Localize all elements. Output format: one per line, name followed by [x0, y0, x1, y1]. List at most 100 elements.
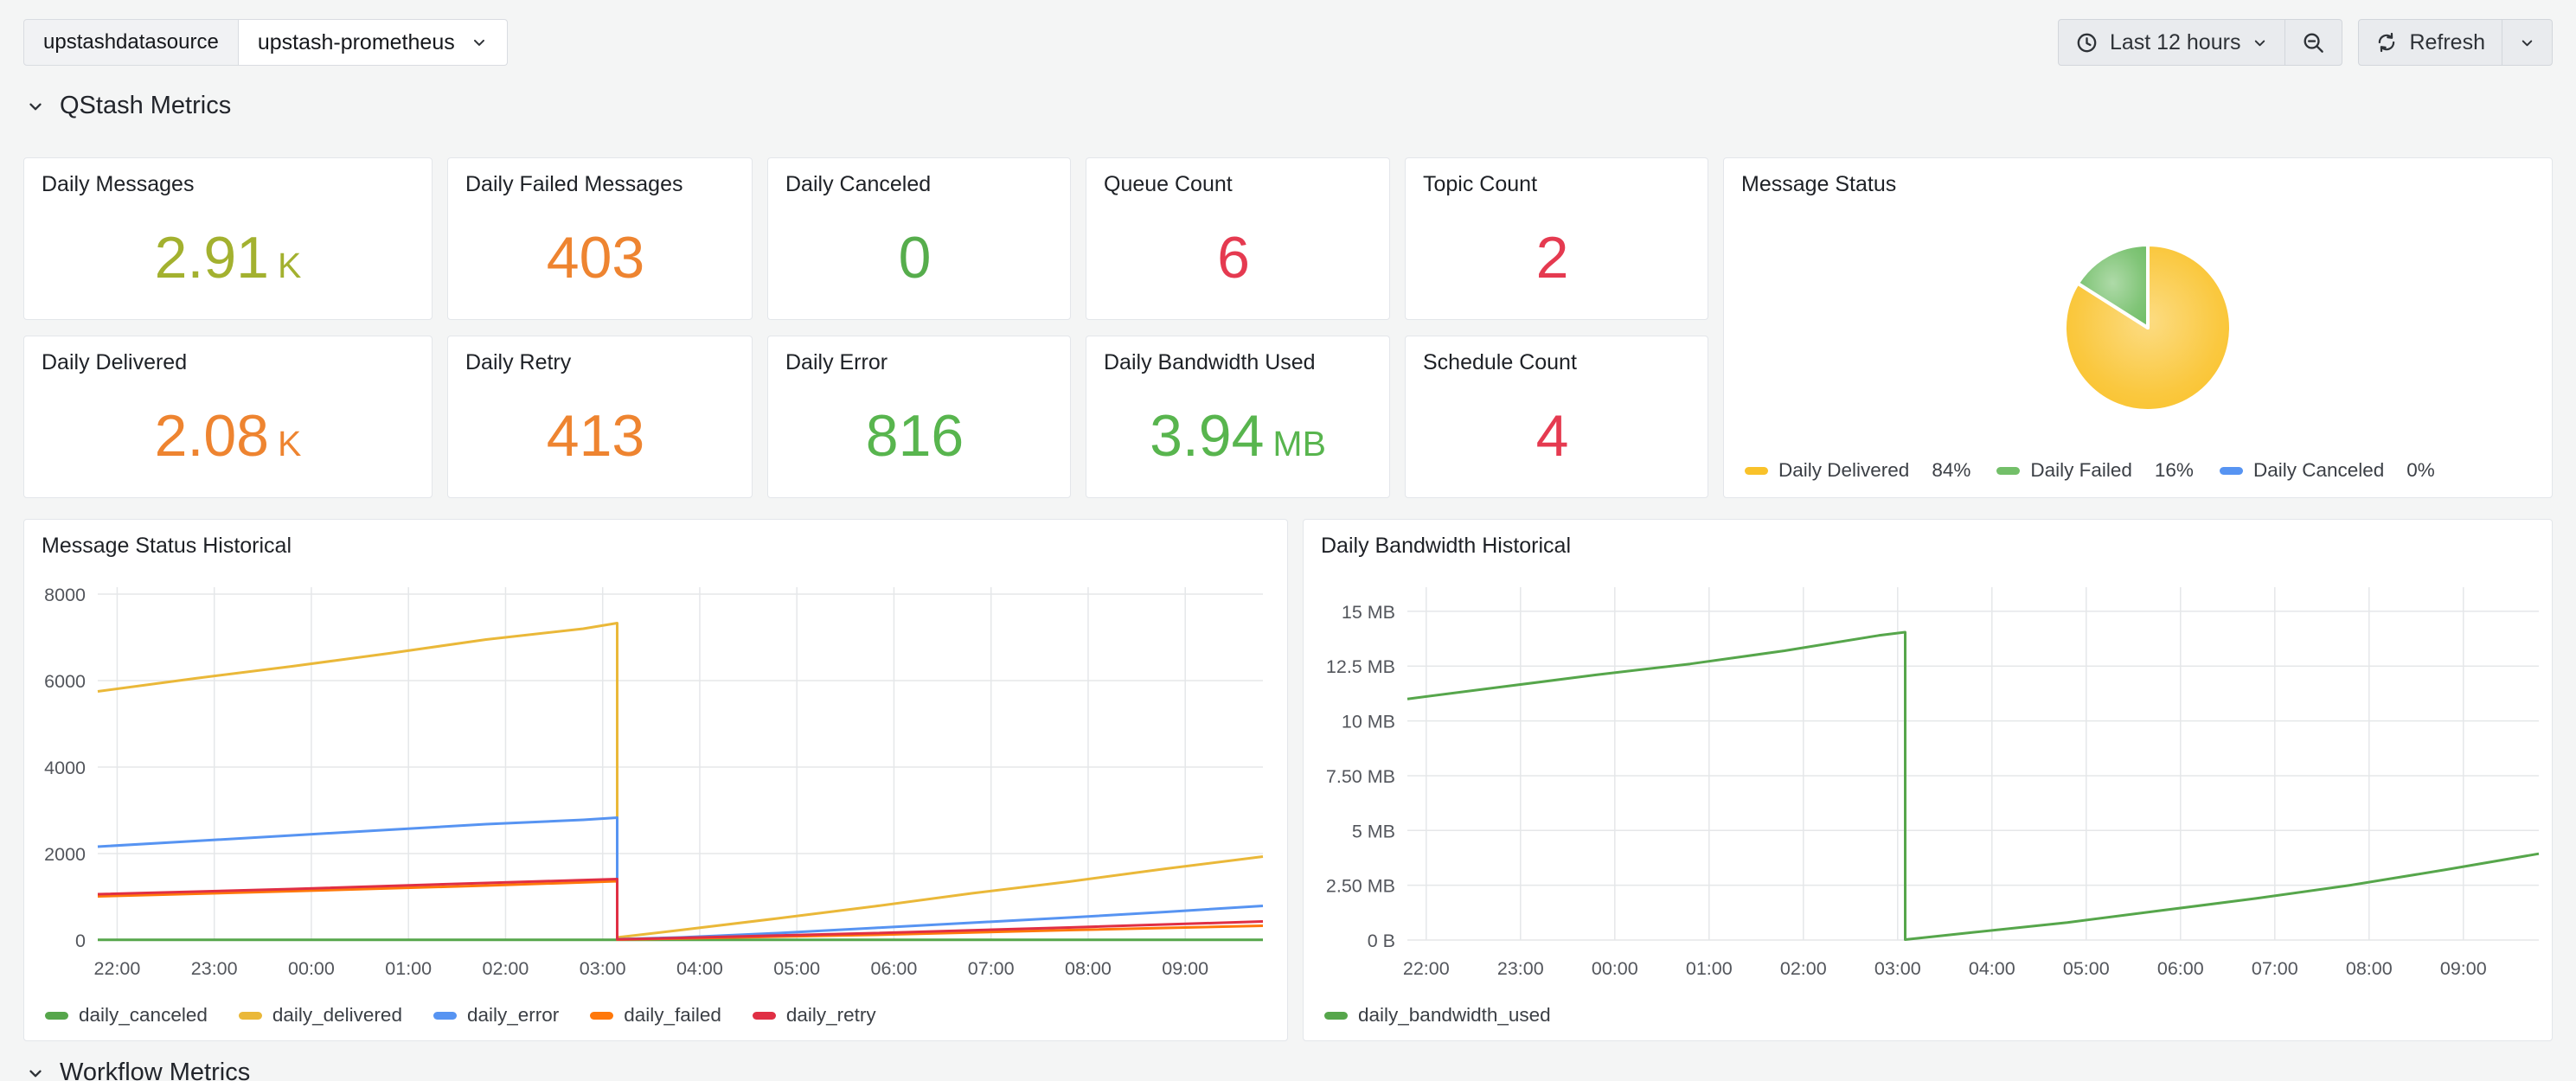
stat-number: 6: [1217, 225, 1250, 291]
stat-body: 6: [1086, 196, 1389, 319]
chevron-down-icon: [2252, 35, 2268, 51]
stat-value: 2: [1536, 228, 1578, 287]
legend-swatch: [1745, 466, 1768, 475]
svg-text:04:00: 04:00: [1969, 958, 2015, 979]
stat-body: 413: [448, 374, 752, 497]
refresh-button[interactable]: Refresh: [2359, 20, 2502, 65]
legend-value: 16%: [2154, 459, 2194, 481]
stat-value: 2.91 K: [155, 228, 302, 287]
stat-value: 413: [547, 406, 653, 465]
timeseries-plot[interactable]: 0 2000 4000 6000 8000 22:00 23:00 00:00 01:00 02:…: [24, 570, 1287, 987]
stat-panel-daily-delivered: Daily Delivered 2.08 K: [23, 336, 433, 498]
stat-body: 4: [1406, 374, 1708, 497]
stat-panel-daily-messages: Daily Messages 2.91 K: [23, 157, 433, 320]
chevron-down-icon: [2519, 35, 2535, 51]
stat-value: 816: [866, 406, 972, 465]
svg-text:0: 0: [75, 931, 86, 951]
legend-value: 0%: [2406, 459, 2435, 481]
svg-text:07:00: 07:00: [968, 958, 1015, 979]
stat-value: 3.94 MB: [1150, 406, 1326, 465]
svg-text:2000: 2000: [44, 844, 86, 865]
legend-item[interactable]: daily_failed: [590, 1004, 721, 1027]
chevron-down-icon: [26, 97, 45, 116]
stat-panel-daily-error: Daily Error 816: [767, 336, 1071, 498]
chart-panel-daily-bandwidth-historical: Daily Bandwidth Historical 0 B 2.50 MB 5 M…: [1303, 519, 2553, 1041]
stat-panel-schedule-count: Schedule Count 4: [1405, 336, 1708, 498]
dashboard-topbar: upstashdatasource upstash-prometheus Las…: [23, 19, 2553, 66]
refresh-icon: [2375, 31, 2398, 54]
panel-title: Schedule Count: [1423, 350, 1577, 374]
panel-title: Daily Delivered: [42, 350, 188, 374]
time-range-picker[interactable]: Last 12 hours: [2059, 20, 2285, 65]
legend-swatch: [238, 1011, 262, 1020]
legend-label: Daily Canceled: [2252, 459, 2385, 481]
chevron-down-icon: [471, 34, 488, 51]
stat-panel-daily-bandwidth-used: Daily Bandwidth Used 3.94 MB: [1086, 336, 1390, 498]
legend-item[interactable]: Daily Delivered 84%: [1745, 459, 1970, 482]
refresh-controls-group: Refresh: [2358, 19, 2553, 66]
time-range-label: Last 12 hours: [2109, 29, 2241, 54]
svg-text:4000: 4000: [44, 758, 86, 778]
svg-text:10 MB: 10 MB: [1342, 712, 1395, 732]
pie-legend: Daily Delivered 84% Daily Failed 16% Daily C…: [1745, 459, 2435, 482]
datasource-picker: upstashdatasource upstash-prometheus: [23, 19, 508, 66]
legend-item[interactable]: daily_retry: [752, 1004, 876, 1027]
stat-value: 4: [1536, 406, 1578, 465]
legend-label: daily_canceled: [79, 1004, 208, 1026]
svg-text:00:00: 00:00: [288, 958, 335, 979]
svg-text:06:00: 06:00: [2157, 958, 2204, 979]
timeseries-plot[interactable]: 0 B 2.50 MB 5 MB 7.50 MB 10 MB 12.5 MB 15 MB 22…: [1304, 570, 2552, 987]
stat-value: 2.08 K: [155, 406, 302, 465]
topbar-right-controls: Last 12 hours: [2057, 19, 2553, 66]
svg-text:5 MB: 5 MB: [1352, 821, 1395, 841]
svg-text:00:00: 00:00: [1592, 958, 1638, 979]
svg-text:8000: 8000: [44, 585, 86, 605]
svg-text:6000: 6000: [44, 671, 86, 692]
legend-label: Daily Delivered: [1778, 459, 1910, 481]
panel-title: Daily Canceled: [785, 172, 932, 196]
panel-title: Daily Messages: [42, 172, 195, 196]
stat-value: 0: [899, 228, 940, 287]
svg-text:15 MB: 15 MB: [1342, 602, 1395, 623]
stat-body: 2.91 K: [24, 196, 432, 319]
panel-title: Message Status Historical: [42, 534, 292, 558]
svg-text:01:00: 01:00: [385, 958, 432, 979]
zoom-out-icon: [2302, 31, 2325, 54]
stat-body: 3.94 MB: [1086, 374, 1389, 497]
datasource-label: upstashdatasource: [23, 19, 239, 66]
stat-panel-queue-count: Queue Count 6: [1086, 157, 1390, 320]
panel-title: Daily Bandwidth Historical: [1321, 534, 1572, 558]
stat-panel-topic-count: Topic Count 2: [1405, 157, 1708, 320]
datasource-select[interactable]: upstash-prometheus: [238, 19, 508, 66]
stat-body: 816: [768, 374, 1070, 497]
svg-text:03:00: 03:00: [580, 958, 626, 979]
svg-text:23:00: 23:00: [191, 958, 238, 979]
refresh-interval-dropdown[interactable]: [2502, 20, 2552, 65]
legend-item[interactable]: daily_canceled: [45, 1004, 208, 1027]
zoom-out-time-button[interactable]: [2284, 20, 2342, 65]
stat-number: 2.08: [154, 403, 269, 469]
legend-item[interactable]: daily_bandwidth_used: [1324, 1004, 1551, 1027]
legend-item[interactable]: Daily Canceled 0%: [2219, 459, 2435, 482]
legend-value: 84%: [1932, 459, 1971, 481]
legend-item[interactable]: daily_error: [433, 1004, 559, 1027]
stat-value: 403: [547, 228, 653, 287]
panel-title: Daily Bandwidth Used: [1104, 350, 1316, 374]
section-row-qstash-metrics[interactable]: QStash Metrics: [26, 92, 231, 120]
chart-legend: daily_bandwidth_used: [1324, 1004, 1551, 1027]
stat-unit: K: [278, 246, 302, 285]
section-row-workflow-metrics[interactable]: Workflow Metrics: [26, 1059, 250, 1081]
stat-body: 403: [448, 196, 752, 319]
panel-title: Daily Error: [785, 350, 888, 374]
legend-label: daily_delivered: [272, 1004, 402, 1026]
stat-number: 4: [1535, 403, 1569, 469]
stat-number: 403: [546, 225, 645, 291]
stat-number: 2: [1535, 225, 1569, 291]
legend-item[interactable]: Daily Failed 16%: [1996, 459, 2194, 482]
chart-legend: daily_canceled daily_delivered daily_error…: [45, 1004, 876, 1027]
svg-text:2.50 MB: 2.50 MB: [1326, 876, 1395, 897]
chevron-down-icon: [26, 1064, 45, 1081]
legend-item[interactable]: daily_delivered: [238, 1004, 402, 1027]
clock-icon: [2075, 31, 2099, 54]
